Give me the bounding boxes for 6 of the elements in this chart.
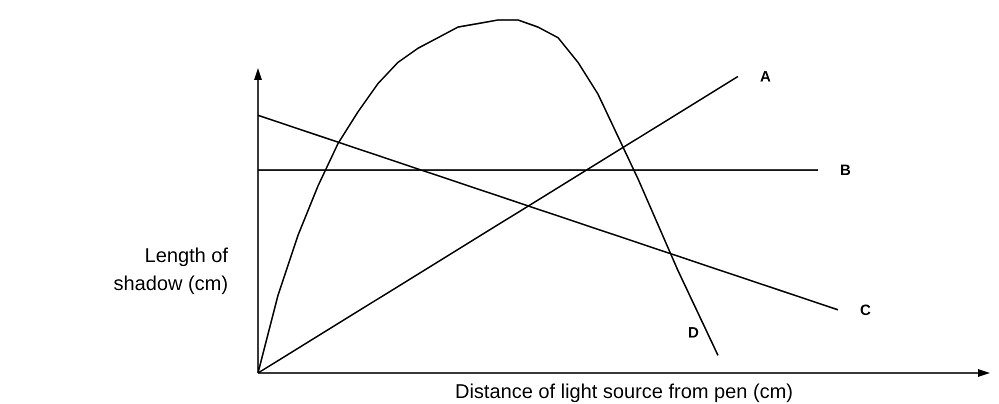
series-label: C [860, 302, 871, 319]
series-label: B [840, 162, 851, 180]
series-label: A [760, 68, 771, 86]
series-label: D [688, 324, 699, 342]
y-axis-title: Length of shadow (cm) [114, 245, 228, 295]
x-axis-title: Distance of light source from pen (cm) [455, 381, 793, 403]
